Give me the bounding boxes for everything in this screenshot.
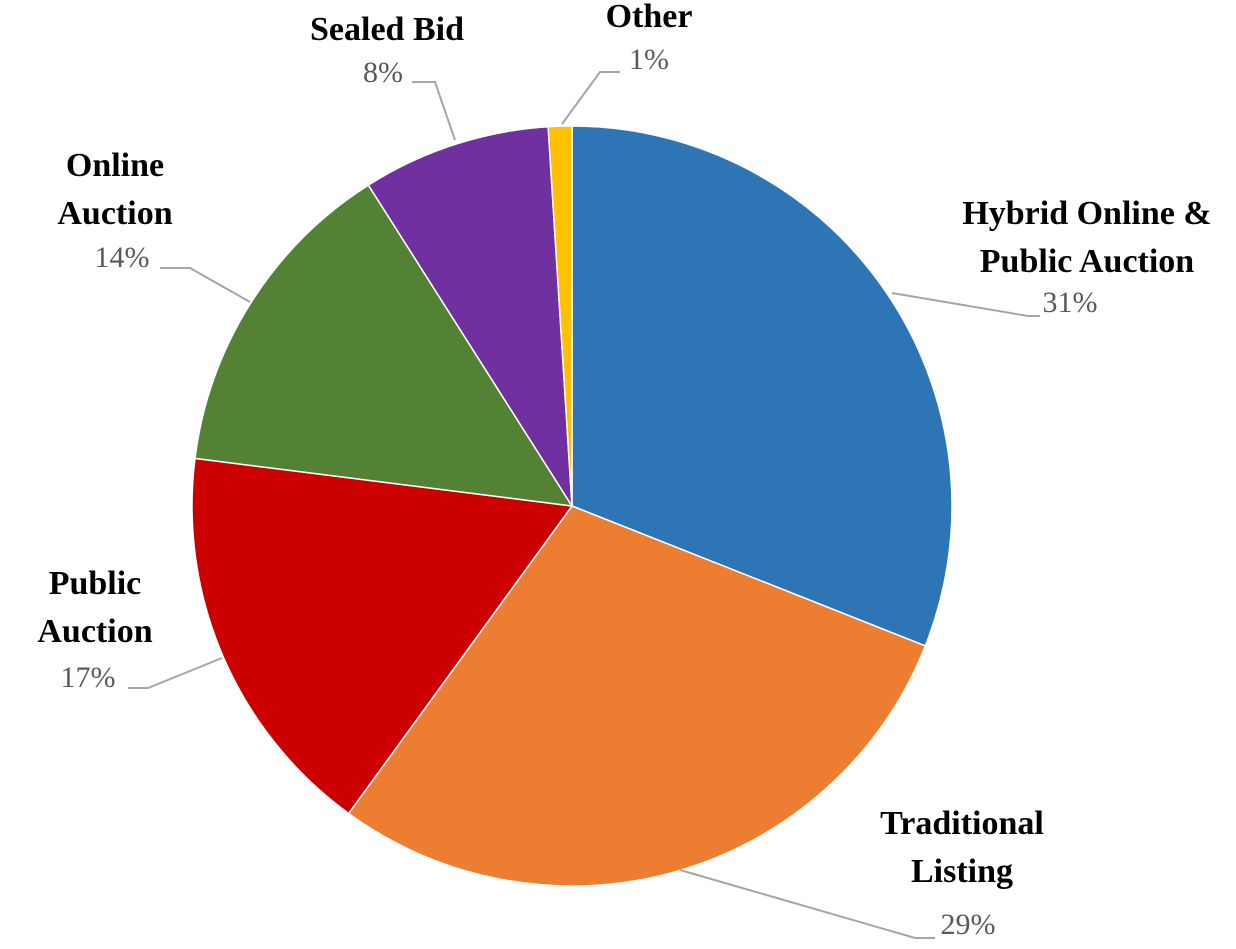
slice-label: Traditional Listing (880, 805, 1044, 890)
value-label: 14% (94, 241, 150, 274)
pie-slice (347, 505, 927, 887)
leader-line (561, 71, 620, 125)
value-label: 29% (940, 908, 996, 941)
slice-label: Public Auction (37, 565, 153, 650)
leader-line (679, 869, 935, 939)
pie-slice (547, 125, 573, 507)
value-label: 17% (60, 661, 116, 694)
pie-slice (367, 125, 573, 507)
pie-slice (191, 457, 574, 815)
slice-label: Hybrid Online & Public Auction (962, 195, 1212, 280)
leader-line (128, 657, 223, 689)
value-label: 1% (629, 43, 669, 76)
pie-slice (194, 184, 574, 507)
slice-label: Sealed Bid (310, 11, 464, 48)
value-label: 8% (363, 56, 403, 89)
leader-line (412, 81, 456, 141)
leader-line (891, 292, 1040, 317)
leader-line (160, 267, 251, 303)
slice-label: Online Auction (57, 147, 173, 232)
value-label: 31% (1042, 286, 1098, 319)
pie-slice (571, 125, 953, 647)
slice-label: Other (605, 0, 693, 35)
